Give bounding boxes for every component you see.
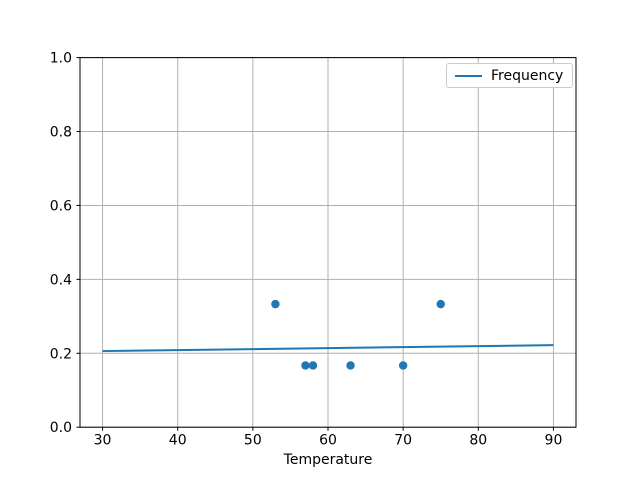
legend-label: Frequency	[491, 67, 564, 84]
x-tick-label: 50	[244, 433, 262, 449]
x-tick-label: 60	[319, 433, 337, 449]
scatter-point	[346, 361, 355, 370]
series-layer	[102, 299, 554, 370]
x-tick-label: 40	[169, 433, 187, 449]
y-tick-label: 0.4	[50, 272, 72, 288]
legend-line-icon	[455, 74, 482, 77]
y-tick-label: 0.2	[50, 346, 72, 362]
x-axis-title: Temperature	[283, 452, 373, 468]
y-tick-label: 0.0	[50, 420, 72, 436]
x-tick-label: 90	[545, 433, 563, 449]
y-tick-label: 0.6	[50, 198, 72, 214]
scatter-point	[308, 361, 318, 370]
scatter-point	[436, 299, 445, 309]
scatter-point	[271, 299, 280, 309]
legend: Frequency	[446, 63, 574, 88]
x-tick-label: 30	[94, 433, 112, 449]
axis-layer: 30 40 50 60 70 80 90 0.0 0.2 0.4 0.6 0.8 1.0	[50, 51, 577, 449]
grid-layer	[80, 57, 576, 428]
x-tick-label: 70	[394, 433, 412, 449]
y-tick-label: 0.8	[50, 125, 72, 141]
x-tick-label: 80	[469, 433, 487, 449]
y-tick-label: 1.0	[50, 51, 72, 67]
scatter-point	[398, 361, 408, 370]
scatter-point	[301, 361, 310, 370]
trend-line	[102, 344, 554, 353]
